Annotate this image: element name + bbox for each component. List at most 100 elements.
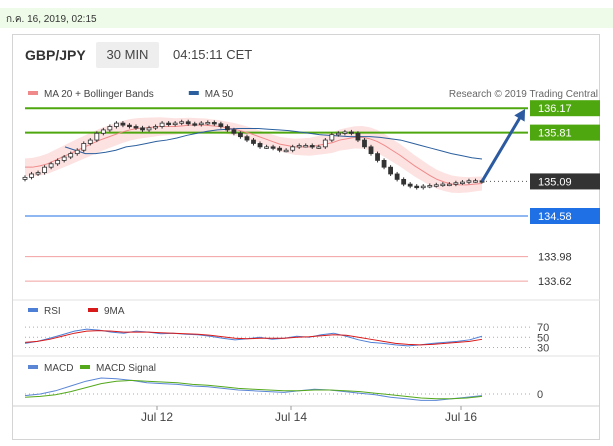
candle-body bbox=[407, 183, 413, 187]
level-badge-1 bbox=[530, 124, 600, 141]
candle-body bbox=[309, 145, 315, 148]
level-label-4: 133.98 bbox=[538, 252, 572, 264]
candle-body bbox=[329, 134, 335, 141]
candle-body bbox=[211, 122, 217, 125]
candle-body bbox=[192, 123, 198, 126]
rsi-series-1 bbox=[24, 330, 483, 346]
candle-body bbox=[107, 126, 113, 131]
candle-body bbox=[270, 146, 276, 149]
timeframe-button[interactable]: 30 MIN bbox=[96, 42, 159, 68]
date-time-label: ก.ค. 16, 2019, 02:15 bbox=[6, 14, 97, 25]
candle-body bbox=[87, 139, 93, 144]
legend-swatch-0 bbox=[28, 91, 38, 95]
rsi-tick-2: 30 bbox=[537, 342, 549, 354]
candle-body bbox=[335, 132, 341, 136]
candle-body bbox=[48, 163, 54, 168]
credit-text: Research © 2019 Trading Central bbox=[449, 89, 598, 100]
ma50-line bbox=[64, 128, 483, 160]
rsi-legend-swatch-0 bbox=[28, 308, 38, 312]
candle-body bbox=[362, 139, 367, 148]
level-label-5: 133.62 bbox=[538, 276, 572, 288]
macd-legend-label-0: MACD bbox=[44, 363, 73, 374]
candle-body bbox=[244, 136, 250, 141]
candle-body bbox=[420, 185, 426, 189]
macd-legend-swatch-1 bbox=[80, 365, 90, 369]
level-badge-2 bbox=[530, 173, 600, 190]
level-label-2: 135.09 bbox=[538, 176, 572, 188]
forecast-arrowhead bbox=[514, 109, 526, 122]
candle-body bbox=[81, 143, 87, 151]
candle-body bbox=[433, 184, 439, 187]
candle-body bbox=[414, 185, 420, 189]
chart-card: GBP/JPY 30 MIN 04:15:11 CET bbox=[12, 34, 600, 440]
candle-body bbox=[29, 173, 34, 178]
x-tick-label-1: Jul 14 bbox=[275, 410, 307, 424]
macd-tick-0: 0 bbox=[537, 389, 543, 401]
candle-body bbox=[146, 127, 152, 131]
candle-body bbox=[277, 147, 283, 151]
pair-label: GBP/JPY bbox=[25, 47, 86, 63]
candle-body bbox=[22, 176, 28, 180]
candle-body bbox=[35, 172, 41, 175]
macd-legend-label-1: MACD Signal bbox=[96, 363, 156, 374]
candle-body bbox=[251, 139, 256, 144]
rsi-tick-1: 50 bbox=[537, 332, 549, 344]
legend-label-1: MA 50 bbox=[205, 89, 234, 100]
candle-body bbox=[140, 127, 145, 131]
x-tick-label-2: Jul 16 bbox=[445, 410, 477, 424]
candle-body bbox=[283, 149, 289, 153]
candle-body bbox=[224, 126, 230, 131]
candle-body bbox=[68, 153, 74, 158]
candle-body bbox=[185, 121, 191, 125]
candle-body bbox=[238, 132, 243, 138]
candle-body bbox=[257, 143, 263, 148]
candle-body bbox=[349, 131, 354, 134]
candle-body bbox=[322, 139, 328, 148]
candle-body bbox=[74, 149, 80, 155]
candle-body bbox=[290, 146, 296, 151]
candle-body bbox=[61, 156, 67, 161]
candle-body bbox=[460, 181, 465, 185]
rsi-tick-0: 70 bbox=[537, 322, 549, 334]
date-bar: ก.ค. 16, 2019, 02:15 bbox=[0, 8, 613, 28]
candle-body bbox=[133, 126, 139, 129]
forecast-arrow bbox=[480, 113, 524, 183]
candle-body bbox=[42, 166, 47, 174]
candle-body bbox=[401, 178, 407, 185]
legend-swatch-1 bbox=[188, 91, 199, 95]
macd-legend-swatch-0 bbox=[28, 365, 38, 369]
candle-body bbox=[303, 145, 309, 148]
candle-body bbox=[375, 153, 380, 161]
candle-body bbox=[388, 166, 394, 175]
candle-body bbox=[440, 183, 446, 187]
candle-body bbox=[218, 123, 224, 127]
level-label-3: 134.58 bbox=[538, 211, 572, 223]
rsi-legend-swatch-1 bbox=[88, 308, 98, 312]
candle-body bbox=[466, 180, 472, 183]
candle-body bbox=[316, 146, 322, 149]
candle-body bbox=[231, 129, 237, 134]
macd-series-1 bbox=[24, 379, 483, 400]
level-badge-0 bbox=[530, 100, 600, 117]
candle-body bbox=[381, 160, 387, 168]
x-tick-label-0: Jul 12 bbox=[141, 410, 173, 424]
candle-body bbox=[368, 146, 374, 155]
level-label-0: 136.17 bbox=[538, 103, 572, 115]
candle-body bbox=[342, 131, 348, 134]
time-label: 04:15:11 CET bbox=[173, 47, 253, 62]
candle-body bbox=[94, 132, 100, 141]
candle-body bbox=[153, 126, 158, 129]
legend-label-0: MA 20 + Bollinger Bands bbox=[44, 89, 154, 100]
candle-body bbox=[427, 185, 433, 188]
candle-body bbox=[127, 124, 132, 128]
level-label-1: 135.81 bbox=[538, 128, 572, 140]
candle-body bbox=[205, 122, 211, 125]
candle-body bbox=[166, 122, 172, 126]
candle-body bbox=[473, 180, 478, 183]
level-badge-3 bbox=[530, 208, 600, 224]
candle-body bbox=[120, 122, 126, 126]
candle-body bbox=[264, 146, 269, 149]
candle-body bbox=[446, 183, 452, 187]
candle-body bbox=[55, 160, 61, 165]
candle-body bbox=[355, 132, 361, 141]
